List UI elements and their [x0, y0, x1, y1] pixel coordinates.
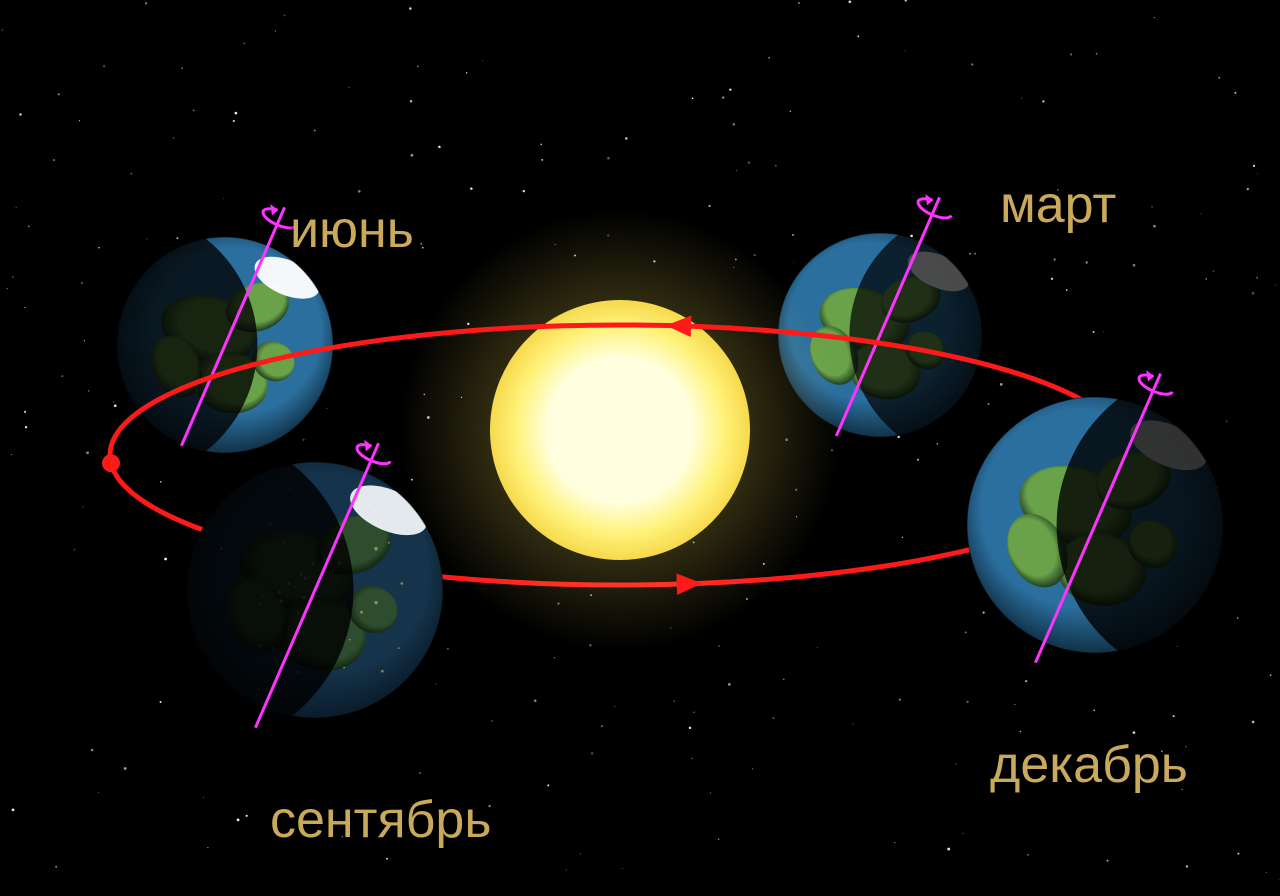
diagram-stage: июнь март сентябрь декабрь: [0, 0, 1280, 896]
label-december: декабрь: [990, 735, 1188, 795]
sun: [400, 210, 840, 650]
label-september: сентябрь: [270, 790, 491, 850]
label-june: июнь: [290, 200, 414, 260]
label-march: март: [1000, 175, 1116, 235]
